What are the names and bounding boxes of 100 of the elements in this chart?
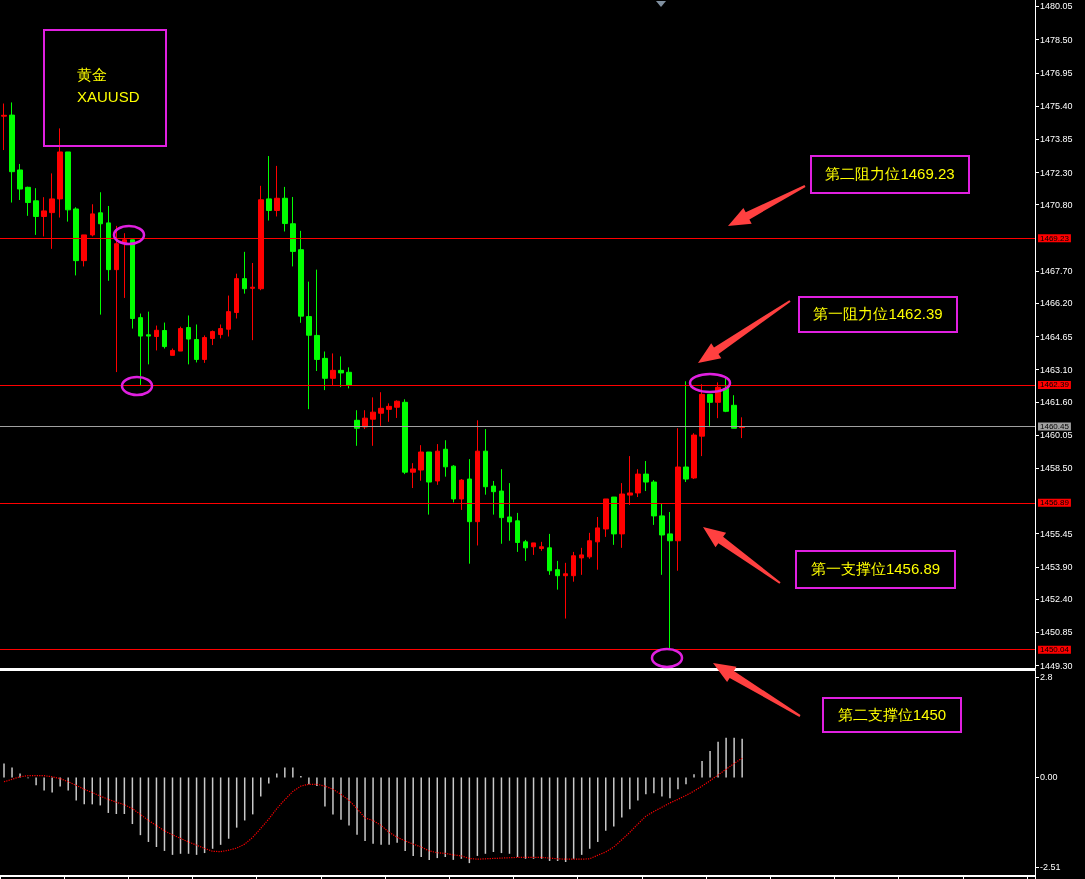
candlestick (491, 480, 496, 516)
candlestick (547, 533, 552, 576)
candlestick (635, 468, 641, 498)
candlestick (210, 330, 215, 346)
y-tick-label: 1458.50 (1040, 463, 1073, 474)
candlestick (114, 225, 119, 373)
candlestick (418, 444, 424, 482)
candlestick (106, 205, 111, 282)
ref-line-label: 1460.45 (1040, 422, 1070, 432)
candlestick (499, 468, 504, 545)
candlestick (402, 398, 408, 475)
y-tick-label: 1463.10 (1040, 364, 1073, 375)
candlestick (242, 251, 247, 295)
ref-line-label: 1462.39 (1040, 380, 1070, 390)
candlestick (507, 482, 512, 542)
candlestick (643, 460, 649, 492)
candlestick (218, 324, 223, 339)
candlestick (266, 155, 272, 222)
candlestick (138, 313, 143, 386)
candlestick (290, 196, 296, 267)
candlestick (274, 165, 280, 217)
text: 黄金 (77, 65, 108, 85)
candlestick (667, 511, 673, 651)
candlestick (563, 562, 568, 620)
y-tick-label: 1452.40 (1040, 594, 1073, 605)
candlestick (346, 366, 352, 389)
text: 第二支撑位1450 (822, 697, 962, 733)
candlestick (370, 396, 376, 447)
candlestick (595, 516, 600, 571)
candlestick (162, 322, 167, 349)
y-tick-label: 1470.80 (1040, 199, 1073, 210)
candlestick (723, 377, 729, 413)
candlestick (90, 203, 95, 237)
y-tick-label: 1460.05 (1040, 430, 1073, 441)
candlestick (17, 163, 23, 201)
candlestick (426, 451, 432, 516)
candlestick (154, 325, 159, 351)
candlestick (443, 439, 448, 478)
candlestick (707, 393, 713, 428)
candlestick (354, 409, 360, 447)
candlestick (65, 151, 71, 223)
candlestick (282, 186, 288, 232)
candlestick (41, 196, 47, 237)
candlestick (234, 273, 239, 319)
candlestick (306, 281, 312, 410)
y-tick-label: 1473.85 (1040, 134, 1073, 145)
candlestick (130, 239, 135, 330)
candlestick (386, 402, 392, 423)
candlestick (571, 551, 576, 583)
candlestick (146, 311, 151, 365)
text: XAUUSD (77, 87, 140, 107)
candlestick (691, 432, 697, 480)
candlestick (322, 351, 328, 391)
candlestick (338, 355, 344, 388)
candlestick (611, 496, 617, 546)
candlestick (1, 103, 7, 151)
candlestick (202, 334, 207, 364)
candlestick (483, 428, 488, 496)
candlestick (523, 539, 528, 562)
candlestick (178, 326, 183, 352)
candlestick (98, 191, 103, 316)
candlestick (378, 391, 384, 427)
candlestick (555, 560, 560, 591)
candlestick (186, 315, 191, 365)
y-tick-label: 1476.95 (1040, 67, 1073, 78)
annotation: 第二阻力位1469.23 (810, 155, 970, 194)
candlestick (73, 206, 79, 276)
candlestick (33, 187, 39, 236)
candlestick (515, 512, 520, 553)
candlestick (57, 127, 63, 219)
candlestick (250, 262, 255, 341)
candlestick (410, 462, 416, 489)
y-tick-label: 1478.50 (1040, 34, 1073, 45)
y-tick-label: 1453.90 (1040, 561, 1073, 572)
y-tick-label: 1455.45 (1040, 528, 1073, 539)
candlestick (9, 101, 15, 204)
candlestick (394, 399, 400, 419)
y-tick-label: 1464.65 (1040, 331, 1073, 342)
candlestick (659, 503, 665, 576)
candlestick (170, 348, 175, 356)
y-tick-label: -2.51 (1040, 862, 1061, 873)
candlestick (531, 542, 536, 556)
y-tick-label: 1449.30 (1040, 660, 1073, 671)
y-tick-label: 0.00 (1040, 772, 1058, 783)
candlestick (298, 230, 304, 324)
annotation: 第一支撑位1456.89 (795, 550, 956, 589)
candlestick (25, 186, 31, 217)
candlestick (683, 380, 689, 483)
candlestick (451, 464, 456, 503)
candlestick (467, 458, 472, 565)
y-tick-label: 1480.05 (1040, 1, 1073, 12)
annotation: 第一阻力位1462.39 (798, 296, 958, 333)
y-tick-label: 1475.40 (1040, 101, 1073, 112)
candlestick (539, 541, 544, 552)
candlestick (194, 324, 199, 363)
y-tick-label: 2.8 (1040, 672, 1053, 683)
ref-line-label: 1456.89 (1040, 498, 1070, 508)
y-tick-label: 1461.60 (1040, 396, 1073, 407)
candlestick (314, 269, 320, 372)
candlestick (226, 295, 231, 337)
